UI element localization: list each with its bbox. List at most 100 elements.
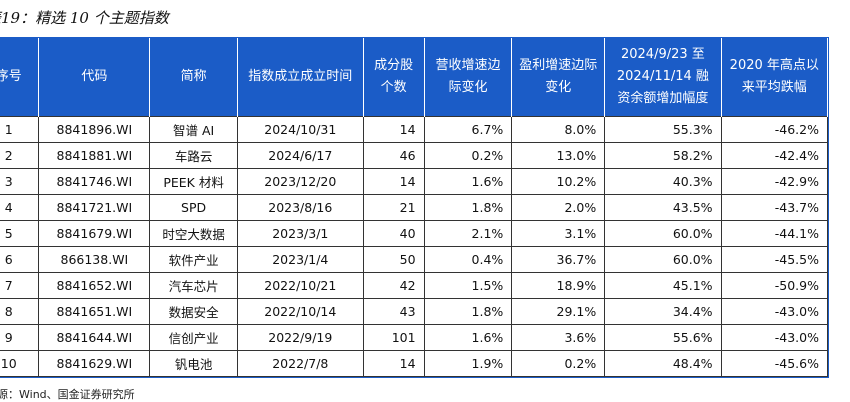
table-cell: 2024/6/17: [236, 141, 364, 169]
table-cell: 2: [0, 141, 40, 169]
table-cell: -45.5%: [720, 245, 829, 273]
table-cell: 0.4%: [423, 245, 513, 273]
table-row: 3 8841746.WI PEEK 材料 2023/12/20 14 1.6% 10.2% 4…: [0, 167, 829, 195]
table-cell: 2023/8/16: [236, 193, 364, 221]
table-cell: 13.0%: [511, 141, 606, 169]
table-cell: 14: [362, 115, 425, 143]
table-cell: 55.6%: [604, 323, 722, 351]
table-cell: 6: [0, 245, 40, 273]
table-cell: 43.5%: [604, 193, 722, 221]
table-cell: -45.6%: [720, 349, 829, 377]
table-cell: 2023/12/20: [236, 167, 364, 195]
table-cell: 45.1%: [604, 271, 722, 299]
table-cell: 60.0%: [604, 245, 722, 273]
table-cell: 21: [362, 193, 425, 221]
table-cell: 车路云: [149, 141, 238, 169]
table-cell: 汽车芯片: [149, 271, 238, 299]
table-cell: 3: [0, 167, 40, 195]
table-cell: 36.7%: [511, 245, 606, 273]
table-row: 5 8841679.WI 时空大数据 2023/3/1 40 2.1% 3.1% 60.0% -…: [0, 219, 829, 247]
table-row: 2 8841881.WI 车路云 2024/6/17 46 0.2% 13.0% 58.2% -…: [0, 141, 829, 169]
table-cell: 55.3%: [604, 115, 722, 143]
table-cell: 5: [0, 219, 40, 247]
table-cell: 8841679.WI: [38, 219, 151, 247]
table-cell: -50.9%: [720, 271, 829, 299]
table-cell: 34.4%: [604, 297, 722, 325]
table-cell: PEEK 材料: [149, 167, 238, 195]
table-row: 4 8841721.WI SPD 2023/8/16 21 1.8% 2.0% 43.5% -4…: [0, 193, 829, 221]
table-cell: 48.4%: [604, 349, 722, 377]
table-cell: 50: [362, 245, 425, 273]
table-cell: 18.9%: [511, 271, 606, 299]
table-cell: -43.0%: [720, 323, 829, 351]
data-table: 序号 代码 简称 指数成立成立时间 成分股个数 营收增速边际变化 盈利增速边际变化 2024/…: [0, 37, 829, 378]
table-cell: 14: [362, 349, 425, 377]
header-cell: 营收增速边际变化: [423, 38, 513, 116]
header-cell: 盈利增速边际变化: [511, 38, 606, 116]
table-cell: 钒电池: [149, 349, 238, 377]
table-cell: 3.1%: [511, 219, 606, 247]
table-cell: 1.8%: [423, 193, 513, 221]
table-cell: 10: [0, 349, 40, 377]
table-cell: 8841652.WI: [38, 271, 151, 299]
header-cell: 代码: [38, 38, 151, 116]
table-cell: 智谱 AI: [149, 115, 238, 143]
table-cell: 2022/10/21: [236, 271, 364, 299]
header-cell: 序号: [0, 38, 40, 116]
table-cell: 7: [0, 271, 40, 299]
table-cell: 信创产业: [149, 323, 238, 351]
table-cell: 58.2%: [604, 141, 722, 169]
table-cell: 101: [362, 323, 425, 351]
table-cell: 1.9%: [423, 349, 513, 377]
table-cell: 8841644.WI: [38, 323, 151, 351]
table-row: 9 8841644.WI 信创产业 2022/9/19 101 1.6% 3.6% 55.6%…: [0, 323, 829, 351]
table-cell: 0.2%: [423, 141, 513, 169]
table-cell: 8: [0, 297, 40, 325]
header-cell: 简称: [149, 38, 238, 116]
table-cell: 60.0%: [604, 219, 722, 247]
header-row: 序号 代码 简称 指数成立成立时间 成分股个数 营收增速边际变化 盈利增速边际变化 2024/…: [0, 38, 829, 116]
table-cell: 8841746.WI: [38, 167, 151, 195]
table-cell: SPD: [149, 193, 238, 221]
table-cell: 42: [362, 271, 425, 299]
table-cell: 8841896.WI: [38, 115, 151, 143]
table-cell: 8841629.WI: [38, 349, 151, 377]
table-cell: 1.6%: [423, 323, 513, 351]
table-cell: 2022/10/14: [236, 297, 364, 325]
table-cell: 40: [362, 219, 425, 247]
table-cell: 软件产业: [149, 245, 238, 273]
table-cell: 9: [0, 323, 40, 351]
table-cell: 1.6%: [423, 167, 513, 195]
header-cell: 2020 年高点以来平均跌幅: [720, 38, 829, 116]
table-cell: -46.2%: [720, 115, 829, 143]
table-cell: -43.7%: [720, 193, 829, 221]
table-title: 表19：精选 10 个主题指数: [0, 9, 169, 27]
table-cell: 6.7%: [423, 115, 513, 143]
table-cell: 2.0%: [511, 193, 606, 221]
table-cell: 3.6%: [511, 323, 606, 351]
table-cell: 8841721.WI: [38, 193, 151, 221]
table-row: 7 8841652.WI 汽车芯片 2022/10/21 42 1.5% 18.9% 45.1…: [0, 271, 829, 299]
table-cell: 46: [362, 141, 425, 169]
header-cell: 成分股个数: [362, 38, 425, 116]
table-cell: 29.1%: [511, 297, 606, 325]
table-row: 6 866138.WI 软件产业 2023/1/4 50 0.4% 36.7% 60.0% -4…: [0, 245, 829, 273]
table-cell: -43.0%: [720, 297, 829, 325]
table-cell: 时空大数据: [149, 219, 238, 247]
table-cell: 1: [0, 115, 40, 143]
header-cell: 指数成立成立时间: [236, 38, 364, 116]
table-cell: 2022/9/19: [236, 323, 364, 351]
table-row: 8 8841651.WI 数据安全 2022/10/14 43 1.8% 29.1% 34.4…: [0, 297, 829, 325]
table-cell: 43: [362, 297, 425, 325]
table-row: 1 8841896.WI 智谱 AI 2024/10/31 14 6.7% 8.0% 55.3…: [0, 115, 829, 143]
table-cell: 2022/7/8: [236, 349, 364, 377]
table-cell: 14: [362, 167, 425, 195]
table-cell: 4: [0, 193, 40, 221]
table-cell: 2023/1/4: [236, 245, 364, 273]
table-cell: 1.8%: [423, 297, 513, 325]
table-row: 10 8841629.WI 钒电池 2022/7/8 14 1.9% 0.2% 48.4% -4…: [0, 349, 829, 377]
table-cell: 2.1%: [423, 219, 513, 247]
table-cell: 8841651.WI: [38, 297, 151, 325]
table-cell: 1.5%: [423, 271, 513, 299]
source-note: 来源：Wind、国金证券研究所: [0, 388, 135, 401]
